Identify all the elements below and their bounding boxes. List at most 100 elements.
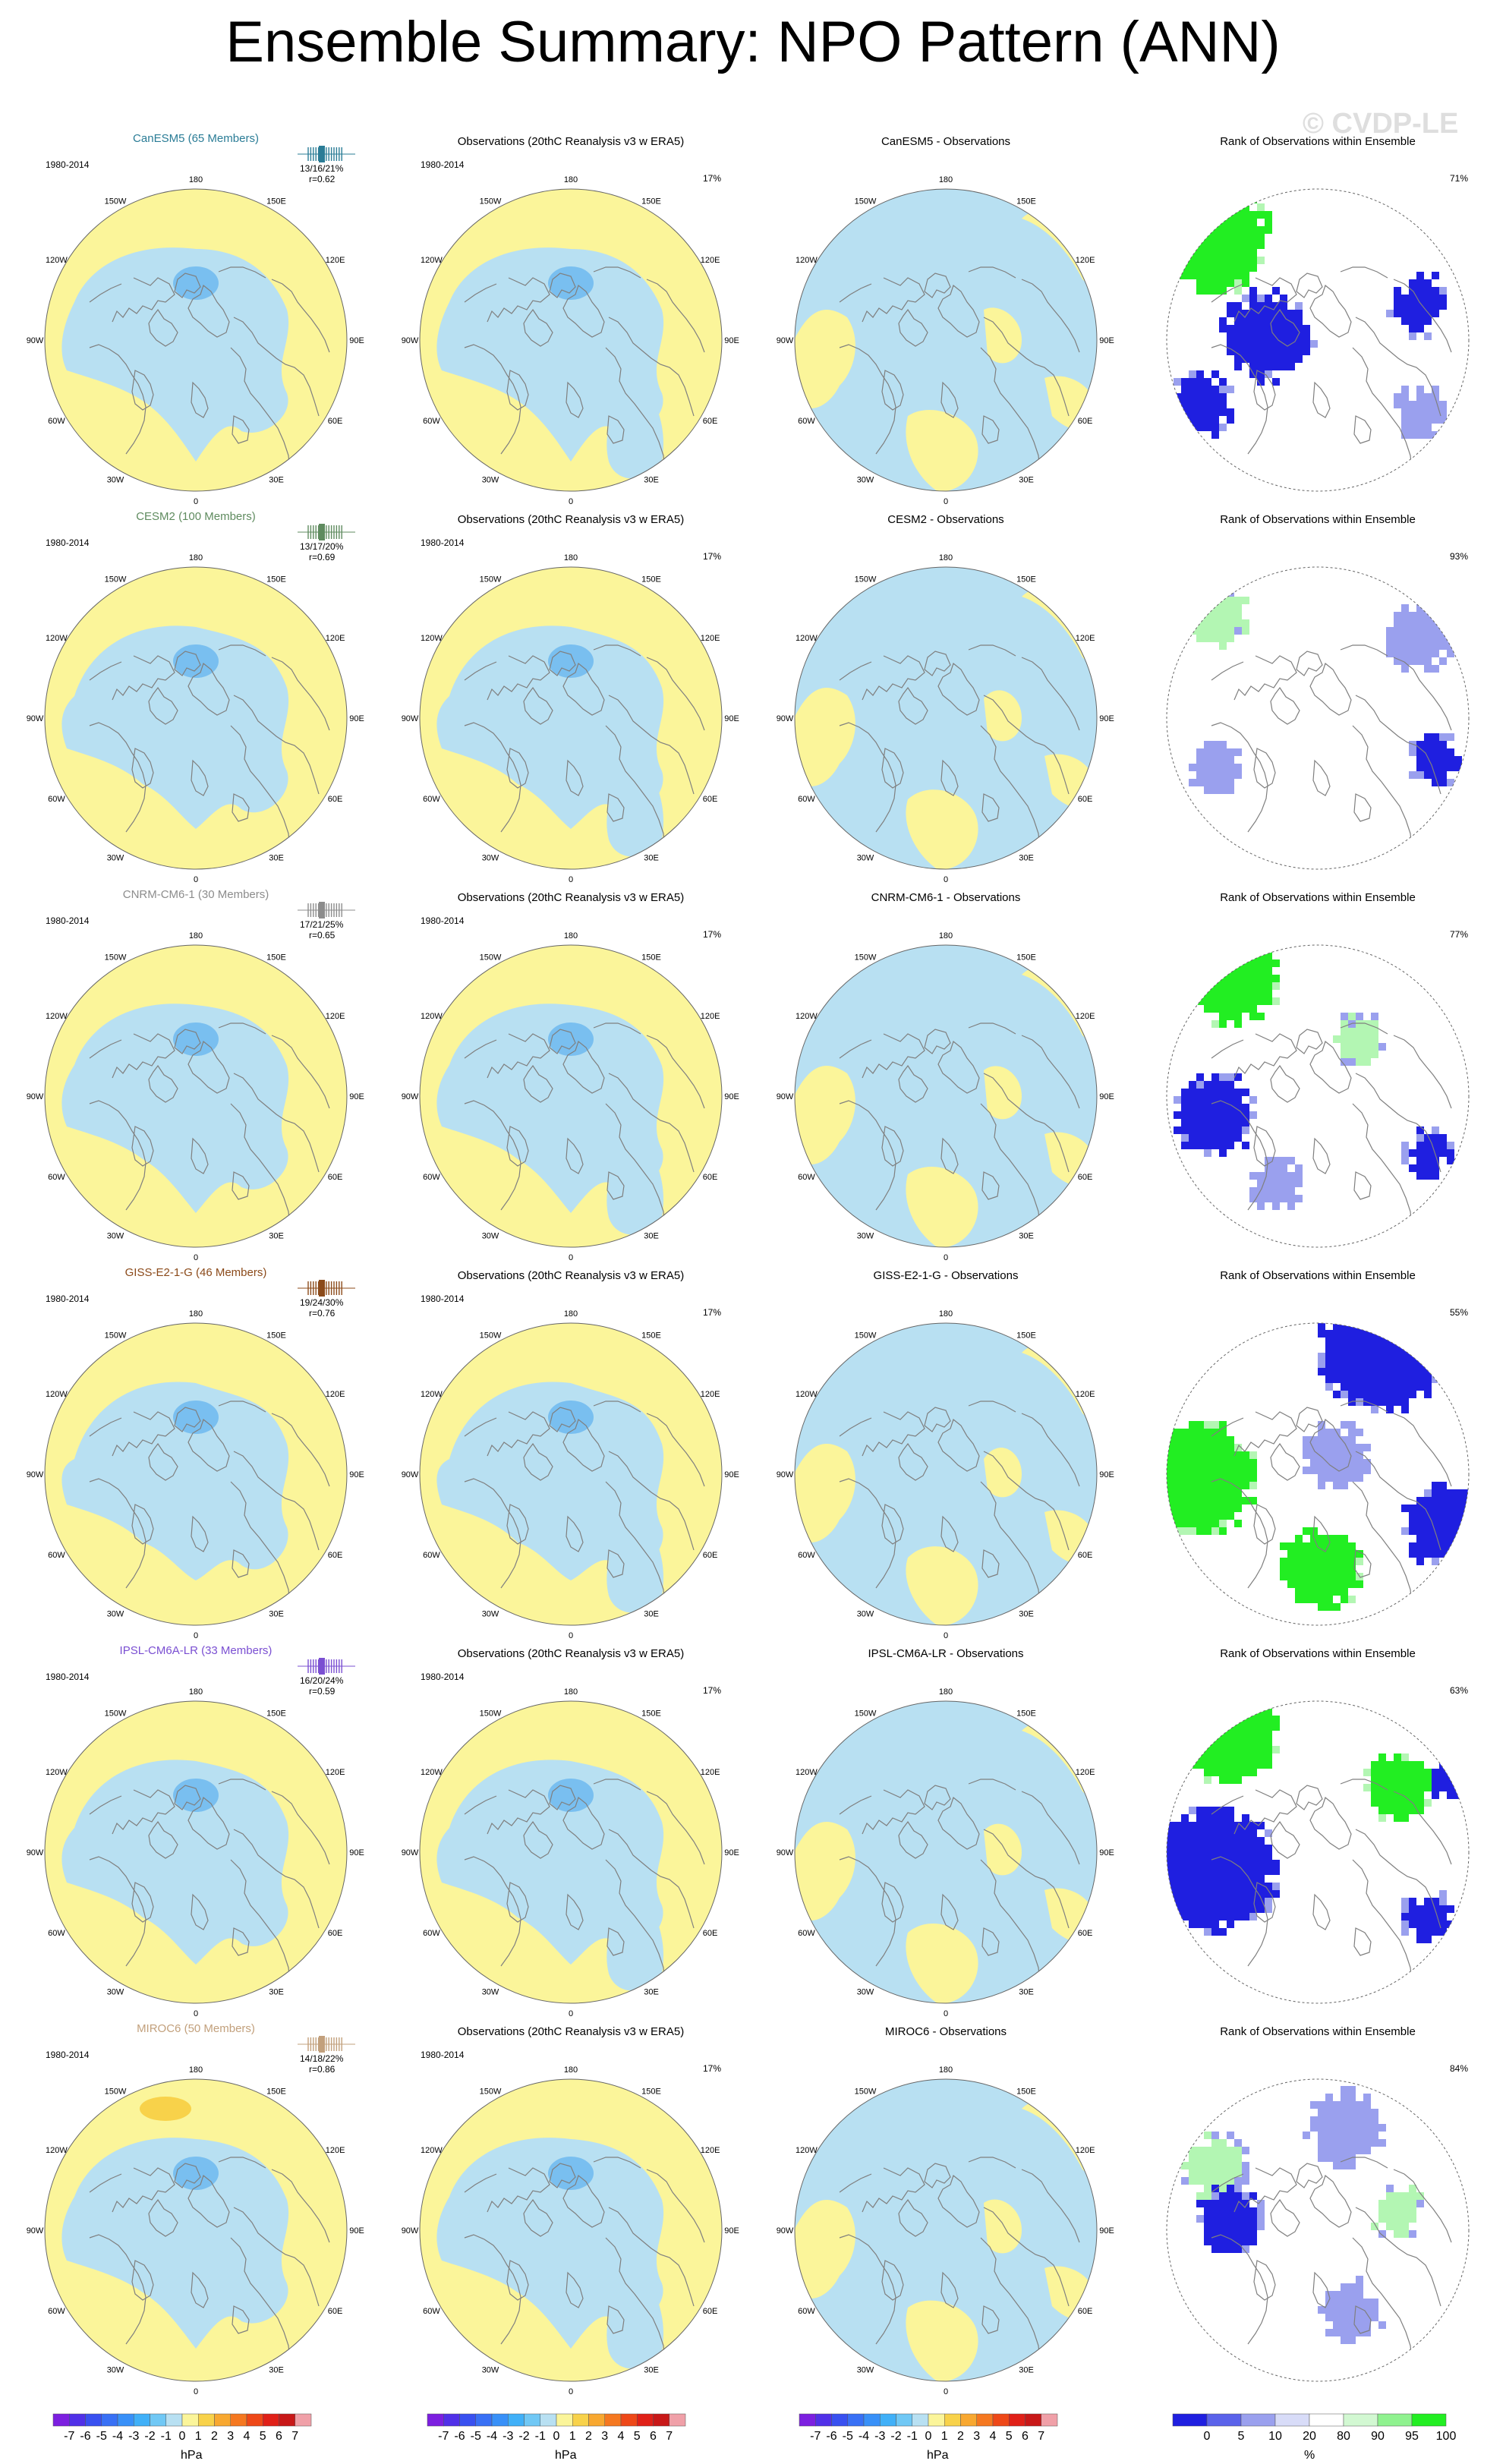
lon-label-90e: 90E bbox=[1099, 1470, 1114, 1479]
lon-label-120e: 120E bbox=[1076, 1012, 1095, 1021]
lon-label-180: 180 bbox=[939, 2065, 953, 2075]
colorbar-tick-label: 5 bbox=[260, 2430, 266, 2443]
lon-label-120e: 120E bbox=[326, 2146, 345, 2155]
colorbar-swatch bbox=[1009, 2413, 1026, 2427]
colorbar-tick-label: 4 bbox=[618, 2430, 625, 2443]
polar-map: 180 150E 120E 90E 60E 30E 0 30W 60W 90W 120W 150W bbox=[27, 1687, 364, 2018]
lon-label-120e: 120E bbox=[701, 1768, 720, 1777]
model-title: CESM2 (100 Members) bbox=[136, 510, 256, 523]
model-title: MIROC6 (50 Members) bbox=[137, 2022, 255, 2035]
lon-label-90e: 90E bbox=[724, 1470, 739, 1479]
colorbar-swatch bbox=[165, 2413, 183, 2427]
rank-panel-4: Rank of Observations within Ensemble 55% bbox=[1130, 1248, 1506, 1627]
panel-title: Observations (20thC Reanalysis v3 w ERA5… bbox=[457, 2025, 685, 2038]
diff-panel-1: CanESM5 - Observations 180 150E 120E 90E 60E 3… bbox=[758, 114, 1134, 506]
colorbar-tick-label: -4 bbox=[112, 2430, 123, 2443]
colorbar-hpa-3: -7 -6 -5 -4 -3 -2 -1 0 1 2 3 4 5 6 7 bbox=[799, 2413, 1073, 2464]
lon-label-180: 180 bbox=[939, 931, 953, 941]
colorbar-swatch bbox=[117, 2413, 134, 2427]
lon-label-150e: 150E bbox=[266, 1709, 286, 1718]
polar-map: 180 150E 120E 90E 60E 30E 0 30W 60W 90W 120W 150W bbox=[402, 2065, 739, 2396]
polar-map: 180 150E 120E 90E 60E 30E 0 30W 60W 90W 120W 150W bbox=[402, 1309, 739, 1640]
period-label: 1980-2014 bbox=[421, 159, 465, 170]
percent-variance: 17% bbox=[702, 2063, 721, 2074]
pc-stats: 13/17/20% bbox=[300, 541, 344, 552]
percent-variance: 93% bbox=[1449, 551, 1468, 562]
polar-map: 180 150E 120E 90E 60E 30E 0 30W 60W 90W 120W 150W bbox=[777, 175, 1114, 506]
lon-label-120e: 120E bbox=[701, 256, 720, 265]
colorbar-tick-label: -1 bbox=[907, 2430, 918, 2443]
panel-title: Observations (20thC Reanalysis v3 w ERA5… bbox=[457, 1647, 685, 1660]
colorbar-swatch bbox=[1274, 2413, 1310, 2427]
colorbar-swatch bbox=[880, 2413, 896, 2427]
colorbar-swatch bbox=[572, 2413, 589, 2427]
lon-label-120e: 120E bbox=[701, 2146, 720, 2155]
panel-title: CESM2 - Observations bbox=[887, 513, 1004, 526]
polar-map: 180 150E 120E 90E 60E 30E 0 30W 60W 90W 120W 150W bbox=[27, 1309, 364, 1640]
lon-label-120w: 120W bbox=[46, 2146, 68, 2155]
colorbar-swatch bbox=[960, 2413, 977, 2427]
colorbar-swatch bbox=[992, 2413, 1010, 2427]
lon-label-180: 180 bbox=[189, 2065, 203, 2075]
colorbar-swatch bbox=[556, 2413, 573, 2427]
percent-variance: 55% bbox=[1449, 1307, 1468, 1318]
colorbar-tick-label: 0 bbox=[1204, 2430, 1211, 2443]
lon-label-60e: 60E bbox=[328, 2307, 343, 2316]
colorbar-swatch bbox=[198, 2413, 215, 2427]
lon-label-150e: 150E bbox=[266, 2087, 286, 2096]
lon-label-30w: 30W bbox=[857, 1232, 874, 1241]
period-label: 1980-2014 bbox=[46, 915, 90, 926]
lon-label-90w: 90W bbox=[27, 1848, 44, 1857]
lon-label-120w: 120W bbox=[46, 256, 68, 265]
obs-panel-5: Observations (20thC Reanalysis v3 w ERA5… bbox=[383, 1626, 759, 2018]
lon-label-60e: 60E bbox=[1078, 1551, 1093, 1560]
lon-label-90e: 90E bbox=[1099, 714, 1114, 723]
lon-label-30w: 30W bbox=[107, 476, 124, 485]
obs-panel-4: Observations (20thC Reanalysis v3 w ERA5… bbox=[383, 1248, 759, 1640]
lon-label-60e: 60E bbox=[703, 795, 718, 804]
lon-label-150w: 150W bbox=[480, 197, 502, 206]
polar-map bbox=[1166, 566, 1470, 870]
lon-label-150e: 150E bbox=[1016, 1709, 1036, 1718]
colorbar-swatch bbox=[799, 2413, 816, 2427]
lon-label-0: 0 bbox=[944, 875, 948, 884]
colorbar-tick-label: 10 bbox=[1268, 2430, 1282, 2443]
lon-label-90w: 90W bbox=[402, 1848, 419, 1857]
diff-panel-4: GISS-E2-1-G - Observations 180 150E 120E 90E… bbox=[758, 1248, 1134, 1640]
lon-label-90w: 90W bbox=[777, 714, 794, 723]
lon-label-60e: 60E bbox=[1078, 795, 1093, 804]
lon-label-60e: 60E bbox=[328, 1929, 343, 1938]
panel-title: Observations (20thC Reanalysis v3 w ERA5… bbox=[457, 513, 685, 526]
lon-label-150w: 150W bbox=[855, 197, 877, 206]
lon-label-90e: 90E bbox=[724, 1848, 739, 1857]
percent-variance: 17% bbox=[702, 1307, 721, 1318]
lon-label-150w: 150W bbox=[105, 2087, 127, 2096]
lon-label-60w: 60W bbox=[48, 417, 65, 426]
lon-label-180: 180 bbox=[189, 175, 203, 184]
percent-variance: 71% bbox=[1449, 173, 1468, 184]
polar-map: 180 150E 120E 90E 60E 30E 0 30W 60W 90W 120W 150W bbox=[27, 553, 364, 884]
lon-label-150e: 150E bbox=[1016, 953, 1036, 962]
ensemble-spread-glyph bbox=[298, 902, 355, 918]
lon-label-30e: 30E bbox=[269, 1988, 284, 1997]
period-label: 1980-2014 bbox=[46, 537, 90, 548]
lon-label-30w: 30W bbox=[482, 1988, 499, 1997]
lon-label-180: 180 bbox=[189, 1309, 203, 1319]
panel-title: Observations (20thC Reanalysis v3 w ERA5… bbox=[457, 891, 685, 904]
lon-label-30w: 30W bbox=[482, 2366, 499, 2375]
colorbar-tick-label: -5 bbox=[96, 2430, 107, 2443]
colorbar-tick-label: -1 bbox=[535, 2430, 546, 2443]
lon-label-0: 0 bbox=[944, 2009, 948, 2018]
colorbar-tick-label: 2 bbox=[211, 2430, 218, 2443]
lon-label-30w: 30W bbox=[857, 1988, 874, 1997]
lon-label-0: 0 bbox=[944, 1631, 948, 1640]
model-panel-6: MIROC6 (50 Members) 1980-2014 14/18/22% r=0… bbox=[8, 2004, 384, 2396]
lon-label-150w: 150W bbox=[480, 2087, 502, 2096]
lon-label-60w: 60W bbox=[423, 1173, 440, 1182]
lon-label-180: 180 bbox=[189, 1687, 203, 1697]
model-panel-5: IPSL-CM6A-LR (33 Members) 1980-2014 16/20/… bbox=[8, 1626, 384, 2018]
panel-title: Rank of Observations within Ensemble bbox=[1220, 513, 1416, 526]
period-label: 1980-2014 bbox=[421, 537, 465, 548]
colorbar-swatch bbox=[181, 2413, 199, 2427]
lon-label-0: 0 bbox=[194, 2387, 198, 2396]
